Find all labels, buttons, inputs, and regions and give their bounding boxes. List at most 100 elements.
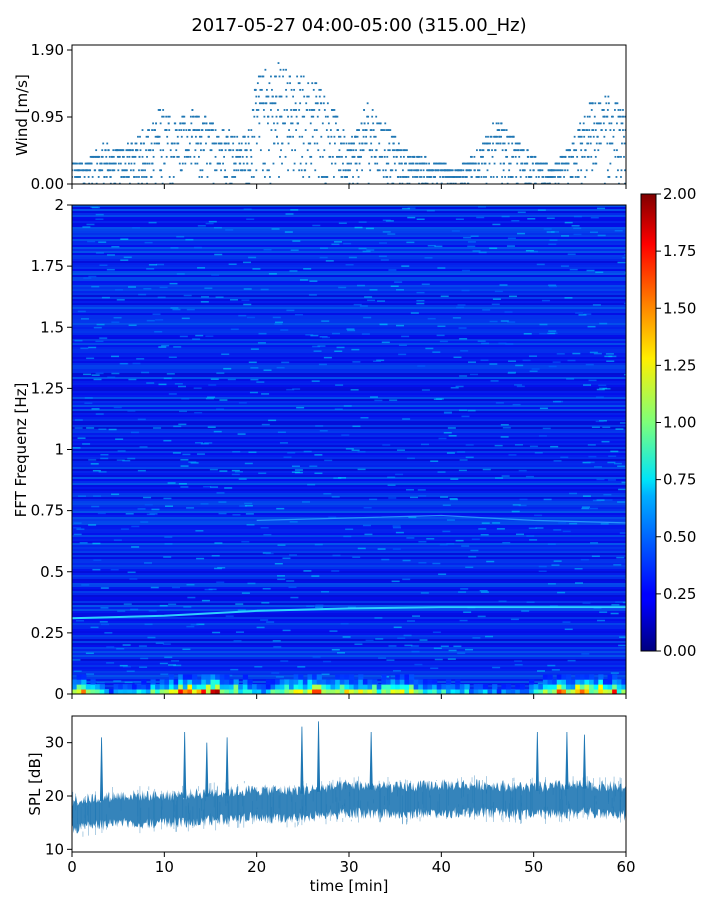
spectrogram-cell: [186, 308, 195, 311]
spectrogram-cell: [567, 359, 576, 362]
wind-point: [266, 95, 269, 98]
wind-point: [176, 135, 179, 138]
wind-point: [99, 169, 102, 172]
wind-point: [543, 162, 545, 165]
wind-point: [514, 142, 517, 145]
spectrogram-cell: [539, 332, 548, 335]
spectrogram-cell: [608, 455, 617, 457]
spectrogram-cell: [459, 338, 468, 340]
wind-point: [393, 149, 396, 152]
wind-point: [346, 149, 349, 152]
spectrogram-row: [72, 633, 626, 635]
spectrogram-cell: [230, 668, 239, 671]
wind-point: [564, 155, 567, 158]
wind-point: [298, 135, 301, 138]
spectrogram-cell: [286, 580, 295, 582]
wind-point: [310, 109, 313, 111]
spectrogram-energy-cell: [293, 684, 299, 690]
wind-point: [196, 129, 198, 131]
wind-point: [321, 122, 324, 125]
wind-point: [417, 155, 420, 158]
wind-point: [141, 155, 144, 158]
spectrogram-cell: [511, 219, 520, 222]
spectrogram-cell: [587, 325, 596, 328]
spectrogram-cell: [508, 295, 517, 298]
spectrogram-cell: [165, 505, 174, 507]
wind-point: [141, 182, 143, 184]
wind-point: [187, 155, 190, 158]
spectrogram-energy-cell: [302, 679, 309, 685]
wind-point: [316, 102, 319, 105]
spectrogram-cell: [512, 504, 521, 506]
spectrogram-cell: [93, 495, 102, 497]
spectrogram-cell: [98, 241, 107, 243]
spectrogram-energy-cell: [565, 674, 572, 680]
spectrogram-row: [72, 577, 626, 579]
wind-point: [145, 149, 147, 152]
spectrogram-cell: [343, 405, 352, 407]
wind-point: [590, 155, 593, 158]
wind-point: [205, 122, 208, 125]
wind-point: [283, 109, 286, 111]
spectrogram-energy-cell: [173, 684, 179, 690]
spectrogram-energy-cell: [358, 689, 364, 694]
wind-point: [416, 162, 419, 165]
spectrogram-cell: [139, 666, 148, 668]
spectrogram-cell: [433, 647, 442, 650]
spectrogram-energy-cell: [353, 679, 359, 685]
wind-point: [521, 162, 524, 165]
spectrogram-cell: [79, 542, 88, 544]
spectrogram-cell: [127, 571, 136, 574]
wind-point: [585, 129, 588, 131]
wind-point: [500, 135, 502, 138]
wind-point: [517, 142, 520, 145]
wind-point: [348, 162, 350, 165]
wind-point: [400, 162, 403, 165]
spectrogram-cell: [263, 369, 272, 371]
wind-point: [613, 129, 615, 131]
spectrogram-cell: [388, 497, 397, 499]
wind-point: [336, 155, 338, 158]
wind-point: [583, 135, 586, 138]
spectrogram-row: [72, 253, 626, 255]
wind-point: [198, 115, 200, 118]
spectrogram-cell: [593, 466, 602, 468]
spectrogram-cell: [91, 285, 100, 288]
wind-point: [229, 182, 232, 184]
wind-point: [511, 155, 514, 158]
spectrogram-cell: [396, 449, 405, 451]
wind-point: [534, 162, 537, 165]
wind-point: [349, 169, 351, 172]
spectrogram-energy-cell: [621, 679, 626, 685]
spectrogram-row: [72, 223, 626, 225]
wind-point: [220, 169, 222, 172]
wind-point: [565, 149, 568, 152]
wind-point: [516, 182, 519, 184]
wind-point: [609, 142, 612, 145]
wind-point: [453, 176, 456, 178]
wind-point: [586, 155, 589, 158]
spectrogram-cell: [569, 268, 578, 271]
spectrogram-energy-cell: [256, 689, 262, 694]
wind-point: [316, 115, 319, 118]
spectrogram-cell: [227, 378, 236, 381]
spectrogram-row: [72, 583, 626, 585]
spectrogram-energy-cell: [547, 679, 553, 685]
wind-y-ticks: 0.000.951.90: [31, 41, 72, 193]
spectrogram-cell: [489, 363, 498, 365]
wind-point: [232, 149, 235, 152]
wind-point: [604, 129, 607, 131]
spectrogram-energy-cell: [178, 689, 184, 694]
spectrogram-cell: [174, 383, 183, 385]
spectrogram-cell: [382, 231, 391, 233]
spectrogram-energy-cell: [95, 689, 101, 694]
spectrogram-x-ticks: [71, 694, 627, 699]
wind-point: [186, 149, 189, 152]
wind-point: [282, 68, 285, 71]
spectrogram-cell: [468, 361, 477, 363]
wind-point: [469, 169, 472, 172]
wind-point: [557, 169, 560, 172]
spectrogram-cell: [167, 482, 176, 484]
wind-point: [497, 122, 500, 125]
spectrogram-cell: [562, 530, 571, 533]
